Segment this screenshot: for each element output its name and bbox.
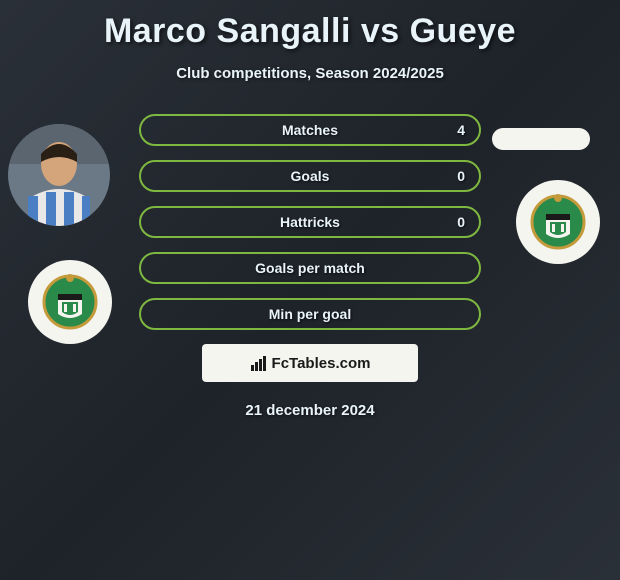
stat-label: Matches [282, 122, 338, 138]
club-badge-right [516, 180, 600, 264]
footer-date: 21 december 2024 [0, 402, 620, 419]
stat-label: Min per goal [269, 306, 351, 322]
stat-row-min-per-goal: Min per goal [139, 298, 481, 330]
subtitle: Club competitions, Season 2024/2025 [0, 65, 620, 82]
stats-container: Matches 4 Goals 0 Hattricks 0 Goals per … [139, 114, 481, 330]
club-crest-icon [40, 272, 100, 332]
player-placeholder-right [492, 128, 590, 150]
footer-brand-text: FcTables.com [272, 355, 371, 372]
chart-icon [250, 354, 268, 372]
stat-row-goals-per-match: Goals per match [139, 252, 481, 284]
stat-row-goals: Goals 0 [139, 160, 481, 192]
club-badge-left [28, 260, 112, 344]
club-crest-icon [528, 192, 588, 252]
stat-value: 0 [457, 214, 465, 230]
stat-value: 0 [457, 168, 465, 184]
player-avatar-icon [8, 124, 110, 226]
stat-row-matches: Matches 4 [139, 114, 481, 146]
stat-row-hattricks: Hattricks 0 [139, 206, 481, 238]
stat-label: Goals [291, 168, 330, 184]
footer-brand: FcTables.com [202, 344, 418, 382]
page-title: Marco Sangalli vs Gueye [0, 0, 620, 51]
player-photo-left [8, 124, 110, 226]
stat-value: 4 [457, 122, 465, 138]
stat-label: Goals per match [255, 260, 365, 276]
stat-label: Hattricks [280, 214, 340, 230]
